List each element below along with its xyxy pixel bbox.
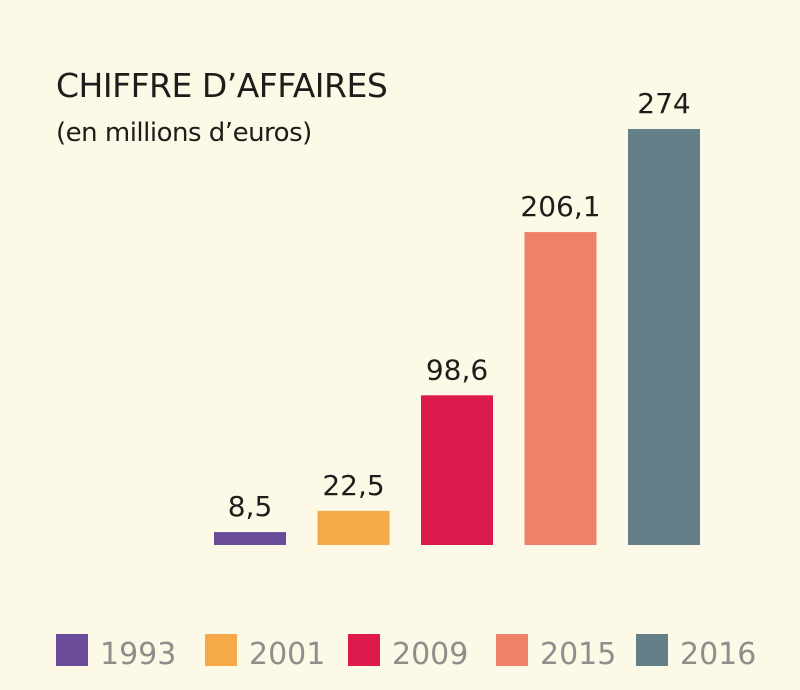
data-label-1993: 8,5 <box>228 490 273 523</box>
chart-subtitle: (en millions d’euros) <box>56 118 312 148</box>
legend-label-2015: 2015 <box>540 637 616 672</box>
legend-label-2009: 2009 <box>392 637 468 672</box>
data-label-2009: 98,6 <box>426 353 488 386</box>
legend-swatch-2001 <box>205 634 237 666</box>
bar-1993 <box>214 532 286 545</box>
legend-swatch-2016 <box>636 634 668 666</box>
legend-swatch-2009 <box>348 634 380 666</box>
legend-label-1993: 1993 <box>100 637 176 672</box>
bar-2009 <box>421 395 493 545</box>
data-label-2016: 274 <box>637 87 690 120</box>
bar-2016 <box>628 129 700 545</box>
data-label-2015: 206,1 <box>520 190 600 223</box>
bar-2001 <box>317 510 390 545</box>
legend-label-2001: 2001 <box>249 637 325 672</box>
data-label-2001: 22,5 <box>322 469 384 502</box>
chart-title: CHIFFRE D’AFFAIRES <box>56 66 388 105</box>
legend-label-2016: 2016 <box>680 637 756 672</box>
legend-swatch-1993 <box>56 634 88 666</box>
bar-2015 <box>524 232 597 545</box>
legend-swatch-2015 <box>496 634 528 666</box>
